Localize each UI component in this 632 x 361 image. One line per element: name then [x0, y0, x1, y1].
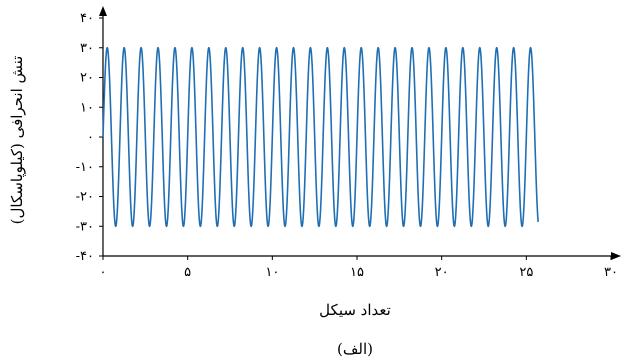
x-axis: ۰ ۵ ۱۰ ۱۵ ۲۰ ۲۵ ۳۰ [100, 252, 621, 280]
x-tick-label: ۰ [100, 265, 107, 280]
y-tick-label: -۲۰ [76, 190, 94, 205]
y-tick-label: -۳۰ [76, 219, 94, 234]
series-line-0 [102, 46, 539, 228]
y-axis-arrow [99, 6, 107, 16]
x-tick-label: ۲۰ [435, 265, 449, 280]
x-tick-label: ۵ [184, 265, 191, 280]
y-tick-label: -۱۰ [76, 160, 94, 175]
y-tick-label: ۳۰ [80, 41, 94, 56]
x-axis-title: تعداد سیکل [319, 301, 391, 319]
x-tick-label: ۳۰ [604, 265, 618, 280]
y-tick-label: -۴۰ [76, 249, 94, 264]
x-axis-arrow [611, 252, 621, 260]
x-tick-label: ۱۵ [350, 265, 364, 280]
y-axis-title: تنش انحرافی (کیلوپاسکال) [8, 56, 26, 225]
y-axis: -۴۰ -۳۰ -۲۰ -۱۰ ۰ ۱۰ ۲۰ ۳۰ ۴۰ [76, 6, 107, 264]
series-group [102, 46, 539, 228]
y-tick-label: ۰ [87, 130, 94, 145]
y-tick-label: ۴۰ [80, 11, 94, 26]
x-tick-label: ۱۰ [265, 265, 279, 280]
y-tick-label: ۲۰ [80, 71, 94, 86]
x-tick-label: ۲۵ [519, 265, 533, 280]
figure-caption: (الف) [337, 340, 373, 358]
y-tick-label: ۱۰ [80, 100, 94, 115]
